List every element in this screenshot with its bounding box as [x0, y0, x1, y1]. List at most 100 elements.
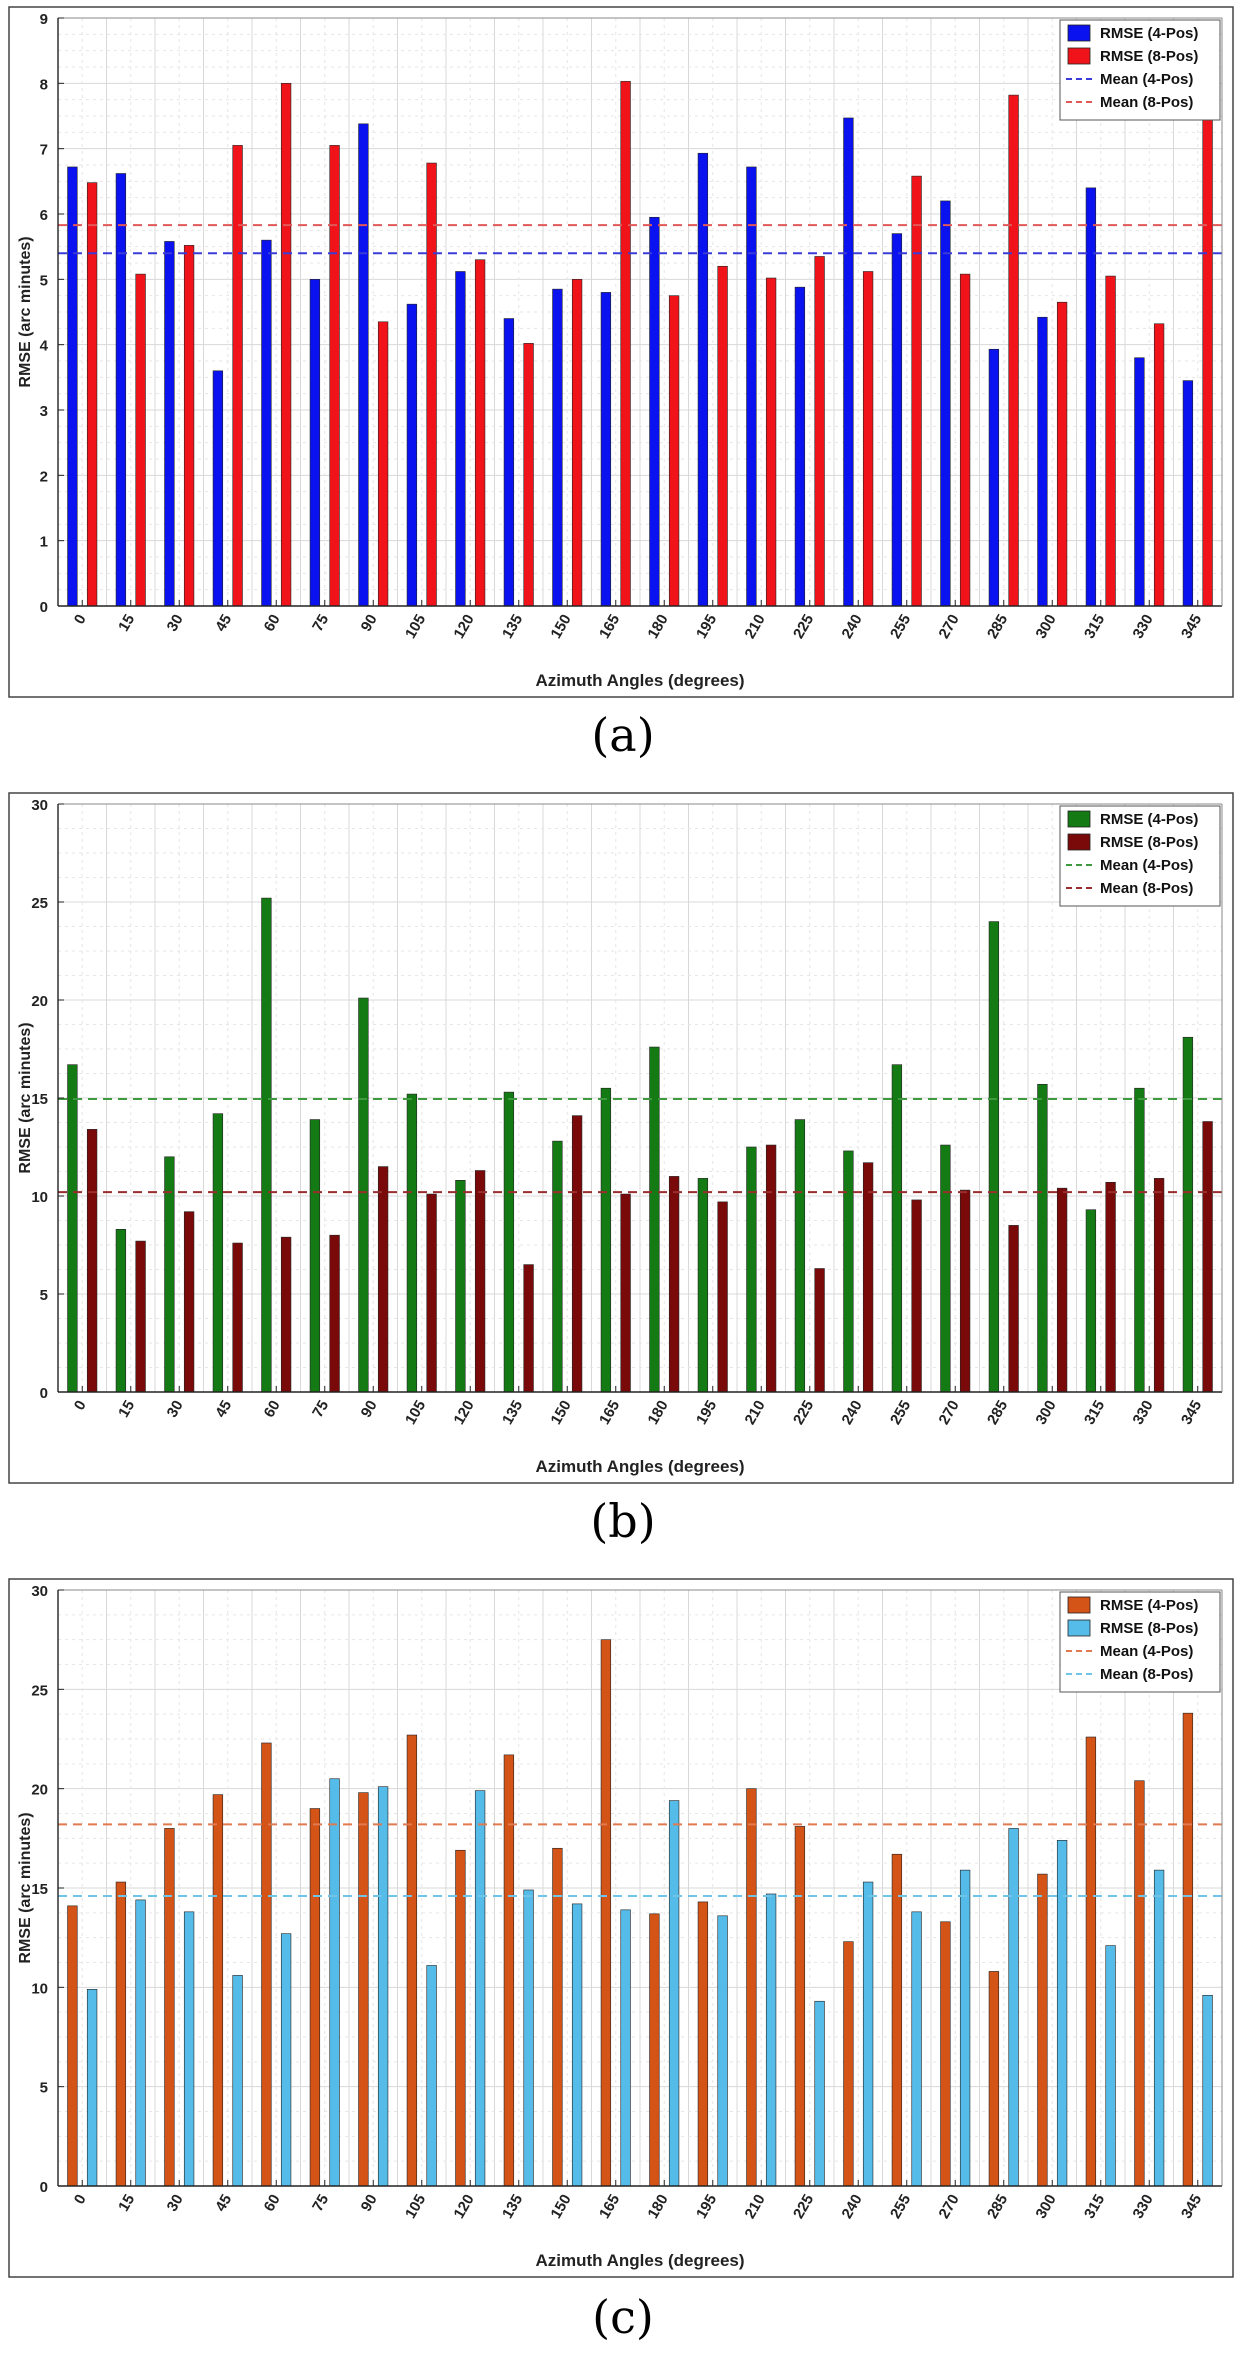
- bar: [1134, 1087, 1145, 1393]
- bar: [911, 1911, 922, 2187]
- legend-swatch: [1067, 24, 1091, 42]
- y-tick-label: 0: [40, 1385, 48, 1402]
- y-tick-label: 5: [40, 272, 48, 289]
- bar: [794, 1826, 806, 2187]
- legend-label: RMSE (8-Pos): [1100, 1620, 1198, 1637]
- bar: [891, 1064, 903, 1393]
- bar: [212, 1794, 224, 2187]
- bar: [115, 1881, 127, 2187]
- bar: [455, 271, 466, 607]
- bar: [135, 273, 146, 607]
- bar: [697, 1901, 709, 2187]
- bar: [571, 1115, 583, 1393]
- bar: [552, 288, 563, 607]
- bar: [814, 256, 825, 607]
- bar: [1056, 1840, 1068, 2187]
- legend-label: Mean (8-Pos): [1100, 94, 1193, 111]
- legend-label: RMSE (8-Pos): [1100, 834, 1198, 851]
- bar: [794, 286, 806, 607]
- y-tick-label: 0: [40, 599, 48, 616]
- y-tick-label: 5: [40, 2080, 48, 2097]
- bar: [1182, 1036, 1194, 1393]
- y-tick-label: 25: [31, 1682, 48, 1699]
- bar: [552, 1847, 563, 2187]
- bar: [988, 348, 1000, 607]
- x-tick-label: 15: [115, 612, 138, 635]
- bar: [940, 200, 951, 607]
- bar: [891, 1853, 903, 2187]
- chart-panel-b: 0 5 10 15 20 25 30 0 15 30 45 60 75 90 105 120 135 150 165…: [8, 792, 1234, 1484]
- bar: [503, 318, 515, 607]
- y-tick-label: 6: [40, 207, 48, 224]
- bar: [843, 117, 854, 607]
- bar: [261, 239, 272, 607]
- bar: [911, 175, 922, 607]
- chart-panel-c: 0 5 10 15 20 25 30 0 15 30 45 60 75 90 105 120 135 150 165…: [8, 1578, 1234, 2278]
- bar: [377, 321, 389, 607]
- bar: [940, 1921, 951, 2187]
- bar: [523, 1264, 534, 1393]
- bar: [940, 1144, 951, 1393]
- bar: [600, 1087, 612, 1393]
- bar: [232, 1242, 243, 1393]
- bar: [911, 1199, 922, 1393]
- y-tick-label: 15: [31, 1091, 48, 1108]
- bar: [406, 303, 418, 607]
- bar: [212, 370, 224, 607]
- x-tick-label: 15: [115, 2192, 138, 2215]
- legend-label: RMSE (4-Pos): [1100, 1597, 1198, 1614]
- bar: [765, 277, 777, 607]
- legend-swatch: [1067, 810, 1091, 828]
- bar: [329, 1778, 340, 2187]
- bar: [358, 123, 369, 607]
- bar: [1008, 1828, 1019, 2187]
- bar: [67, 1064, 78, 1393]
- legend-label: Mean (4-Pos): [1100, 1643, 1193, 1660]
- bar: [746, 1146, 757, 1393]
- y-tick-label: 7: [40, 142, 48, 159]
- bar: [455, 1180, 466, 1393]
- x-tick-label: 60: [261, 1398, 284, 1421]
- bar: [115, 1229, 127, 1393]
- bar: [183, 1911, 195, 2187]
- bar: [474, 1790, 486, 2187]
- bar: [406, 1093, 418, 1393]
- bar: [697, 1178, 709, 1393]
- bar: [649, 1913, 660, 2187]
- x-tick-label: 60: [261, 612, 284, 635]
- bar: [67, 166, 78, 607]
- bar: [135, 1240, 146, 1393]
- bar: [523, 1889, 534, 2187]
- x-tick-label: 45: [212, 1398, 235, 1421]
- bar: [164, 241, 175, 607]
- bar: [600, 1639, 612, 2187]
- bar: [503, 1091, 515, 1393]
- bar: [329, 145, 340, 607]
- chart-panel-a: 0 1 2 3 4 5 6 7 8 9 0 15 30 45 60 75 90 105 120 135 150 165 18…: [8, 6, 1234, 698]
- caption-c: (c): [592, 2290, 654, 2344]
- bar: [86, 182, 98, 607]
- bar: [1134, 1780, 1145, 2187]
- bar: [1202, 117, 1213, 607]
- bar: [1085, 1736, 1097, 2187]
- bar: [212, 1113, 224, 1393]
- x-tick-label: 45: [212, 612, 235, 635]
- bar: [261, 1742, 272, 2187]
- bar: [959, 1869, 971, 2187]
- bar: [814, 2000, 825, 2187]
- y-tick-label: 4: [40, 338, 49, 355]
- x-axis-label: Azimuth Angles (degrees): [535, 2251, 744, 2270]
- bar: [406, 1734, 418, 2187]
- bar: [67, 1905, 78, 2187]
- bar: [261, 897, 272, 1393]
- bar: [620, 81, 631, 607]
- bar: [843, 1941, 854, 2187]
- bar: [1153, 1178, 1165, 1393]
- bar: [280, 83, 292, 607]
- bar: [1182, 380, 1194, 607]
- bar: [455, 1849, 466, 2187]
- bar: [959, 273, 971, 607]
- bar: [552, 1140, 563, 1393]
